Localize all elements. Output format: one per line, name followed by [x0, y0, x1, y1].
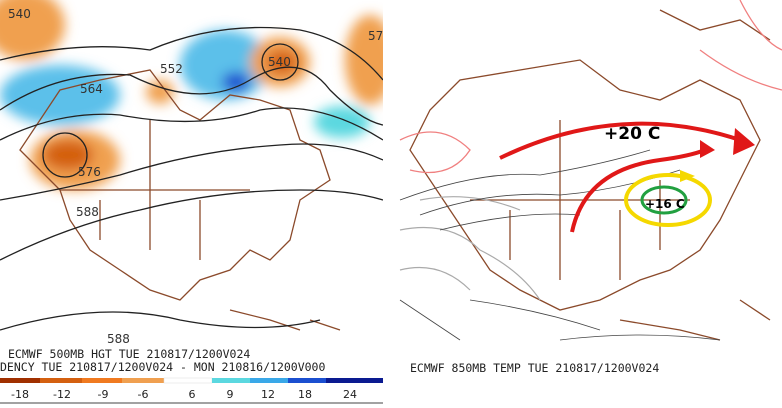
contour-label: 552 — [160, 62, 183, 76]
contour-label: 564 — [80, 82, 103, 96]
caption: ECMWF 850MB TEMP TUE 210817/1200V024 — [410, 361, 659, 375]
colorbar-label: 24 — [343, 388, 357, 401]
colorbar-label: 18 — [298, 388, 312, 401]
colorbar — [0, 377, 383, 384]
contour-label: 57 — [368, 29, 383, 43]
colorbar-label: 6 — [189, 388, 196, 401]
contour-label: 540 — [8, 7, 31, 21]
left-map: 540 552 564 576 588 540 57 588 — [0, 0, 383, 346]
right-map: +20 C +16 C — [393, 0, 782, 352]
colorbar-label: -18 — [11, 388, 29, 401]
colorbar-label: 9 — [227, 388, 234, 401]
colorbar-label: -6 — [138, 388, 149, 401]
annotation: +16 C — [645, 197, 685, 211]
colorbar-label: -9 — [98, 388, 109, 401]
contour-label: 540 — [268, 55, 291, 69]
contour-label: 576 — [78, 165, 101, 179]
contour-label: 588 — [76, 205, 99, 219]
contour-label: 588 — [107, 332, 130, 346]
colorbar-label: -12 — [53, 388, 71, 401]
caption: DENCY TUE 210817/1200V024 - MON 210816/1… — [0, 360, 325, 374]
colorbar-label: 12 — [261, 388, 275, 401]
annotation: +20 C — [604, 124, 660, 144]
caption: ECMWF 500MB HGT TUE 210817/1200V024 — [8, 347, 250, 361]
